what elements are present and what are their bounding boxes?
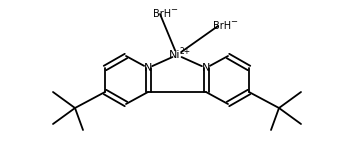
Text: BrH: BrH (213, 21, 231, 31)
Text: N: N (144, 63, 152, 73)
Text: N: N (202, 63, 210, 73)
Text: BrH: BrH (153, 9, 171, 19)
Text: 2+: 2+ (179, 46, 190, 55)
Text: −: − (171, 6, 177, 15)
Text: −: − (230, 18, 238, 27)
Text: Ni: Ni (169, 50, 181, 60)
